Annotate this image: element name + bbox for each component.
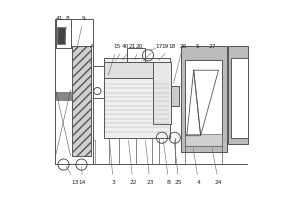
Bar <box>185 60 221 146</box>
Text: 22: 22 <box>128 140 137 185</box>
Text: 13: 13 <box>66 166 79 185</box>
Text: 23: 23 <box>145 140 154 185</box>
Bar <box>55 19 93 164</box>
Text: 14: 14 <box>79 166 86 185</box>
Bar <box>93 140 95 164</box>
Bar <box>153 62 171 124</box>
Text: 21: 21 <box>123 44 136 60</box>
Text: 4: 4 <box>193 148 200 185</box>
Text: A: A <box>90 44 94 63</box>
Bar <box>231 58 248 138</box>
Bar <box>56 19 70 48</box>
Bar <box>185 134 221 146</box>
Bar <box>93 66 104 98</box>
Text: 5: 5 <box>192 44 200 49</box>
Bar <box>57 27 65 44</box>
Text: 20: 20 <box>135 44 143 60</box>
Text: 18: 18 <box>159 44 175 60</box>
Text: 3: 3 <box>110 141 115 185</box>
Text: 17: 17 <box>143 44 163 60</box>
Text: 41: 41 <box>55 16 63 42</box>
Bar <box>104 62 153 78</box>
Bar <box>71 46 92 156</box>
Bar <box>104 58 170 138</box>
Text: 15: 15 <box>108 44 121 76</box>
Text: 8: 8 <box>64 16 70 44</box>
Text: 40: 40 <box>116 44 129 60</box>
Bar <box>171 86 179 106</box>
Text: 9: 9 <box>77 16 85 48</box>
Bar <box>56 92 71 100</box>
Bar <box>181 46 227 152</box>
Bar <box>229 46 248 144</box>
Bar <box>127 48 145 62</box>
Text: 25: 25 <box>174 140 182 185</box>
Text: 24: 24 <box>212 148 222 185</box>
Text: 26: 26 <box>173 44 187 83</box>
Text: B: B <box>163 140 171 185</box>
Text: 19: 19 <box>151 44 169 50</box>
Text: 27: 27 <box>206 44 216 49</box>
